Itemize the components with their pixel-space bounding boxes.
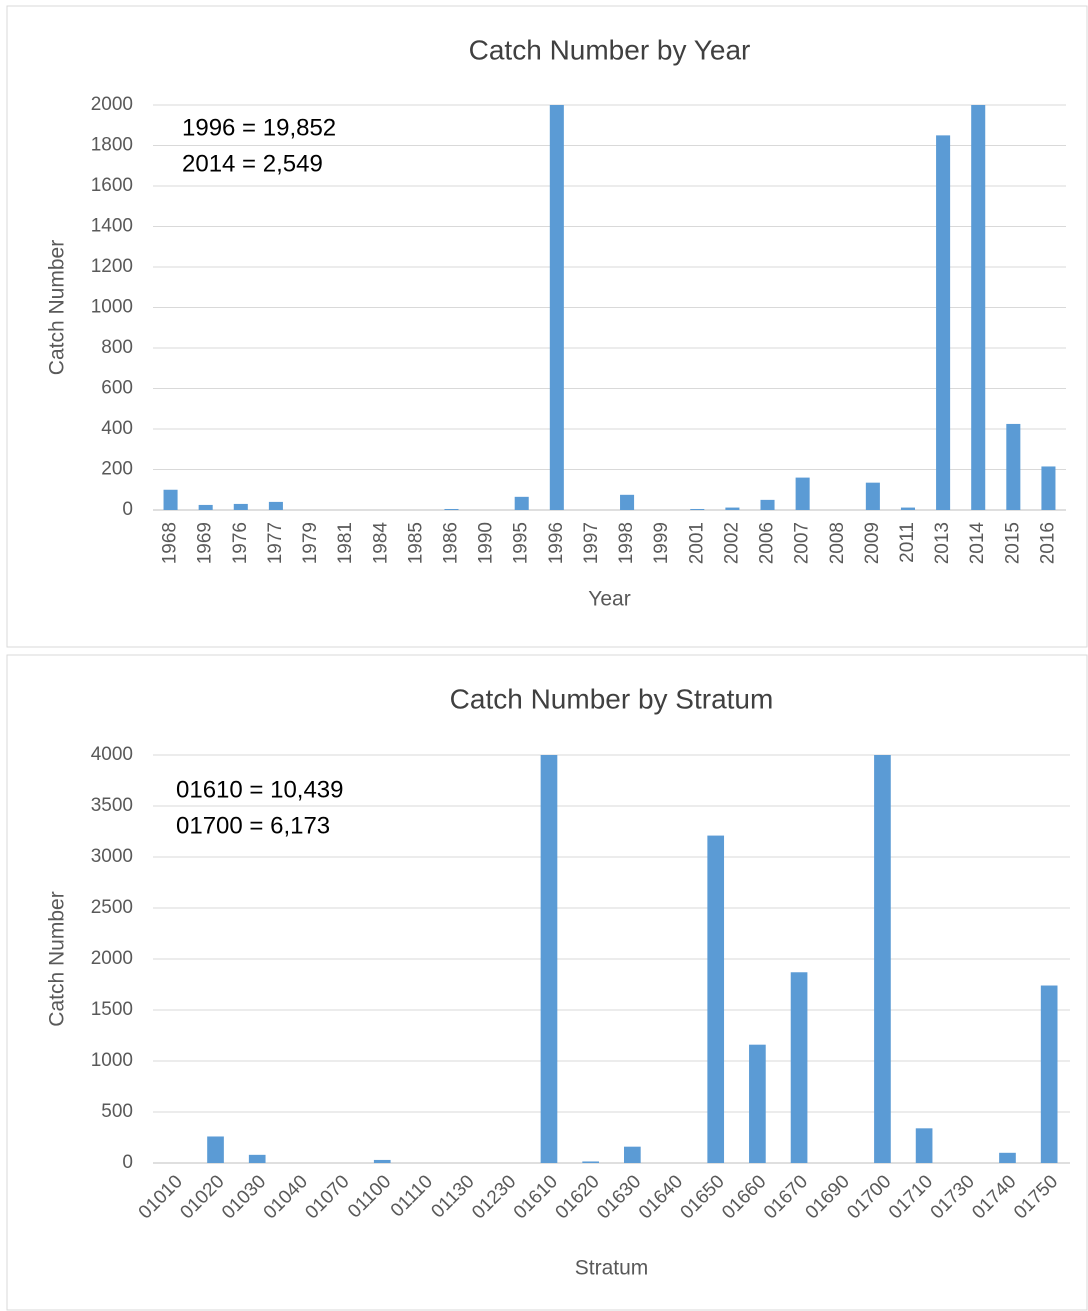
y-tick-label: 0 [122,499,133,520]
x-tick-label: 1969 [195,522,216,564]
x-tick-label: 2002 [721,522,742,564]
y-tick-label: 1000 [91,297,133,318]
annotation: 01610 = 10,439 [176,776,344,803]
plot-area [207,755,1058,1163]
bar [373,1159,391,1163]
y-tick-label: 500 [101,1101,133,1122]
x-axis-title: Year [588,588,630,611]
x-tick-label: 1976 [230,522,251,564]
x-tick-label: 2015 [1002,522,1023,564]
x-tick-label: 1986 [440,522,461,564]
y-tick-label: 3500 [91,795,133,816]
y-tick-label: 1200 [91,256,133,277]
x-tick-label: 1996 [546,522,567,564]
bar [549,105,564,510]
bar [915,1128,933,1163]
bar [725,507,740,510]
x-tick-label: 2009 [862,522,883,564]
y-axis-title: Catch Number [46,240,69,375]
bar [268,501,283,510]
bar [790,972,808,1163]
bar [900,507,916,510]
annotation: 01700 = 6,173 [176,812,330,839]
bar [1006,423,1021,510]
x-tick-label: 1990 [476,522,497,564]
y-tick-label: 2000 [91,94,133,115]
bar [874,755,891,1163]
y-axis-title: Catch Number [46,891,69,1026]
bar [620,494,635,510]
x-tick-label: 1999 [651,522,672,564]
chart-title: Catch Number by Stratum [450,683,774,714]
x-tick-label: 2016 [1037,522,1058,564]
bar [624,1146,641,1163]
bar [582,1161,599,1163]
bar [971,105,986,510]
x-tick-label: 1968 [160,522,181,564]
x-axis-title: Stratum [575,1257,649,1280]
bar [444,508,459,510]
x-tick-label: 1979 [300,522,321,564]
bar [514,496,529,510]
bar [795,477,810,510]
bar [1040,985,1058,1163]
y-tick-label: 2500 [91,897,133,918]
bar [233,503,248,510]
x-tick-label: 2011 [897,522,918,563]
y-tick-label: 0 [122,1152,133,1173]
x-tick-label: 1997 [581,522,602,564]
x-tick-label: 1984 [370,522,391,565]
bar [999,1152,1016,1163]
bar [540,755,558,1163]
bar [865,482,880,510]
chart-frame [6,5,1088,648]
y-tick-label: 4000 [91,744,133,765]
y-tick-label: 200 [101,459,133,480]
x-tick-label: 1977 [265,522,286,564]
chart-title: Catch Number by Year [469,34,751,65]
y-tick-label: 3000 [91,846,133,867]
y-tick-label: 600 [101,378,133,399]
bar [749,1044,766,1163]
y-tick-label: 2000 [91,948,133,969]
bar [1041,466,1056,510]
annotation: 1996 = 19,852 [182,114,336,141]
x-tick-label: 2013 [932,522,953,564]
x-tick-label: 2006 [757,522,778,564]
x-tick-label: 2001 [686,522,707,564]
plot-area [163,105,1056,510]
annotation: 2014 = 2,549 [182,150,323,177]
bar [163,489,178,510]
bar [936,135,951,510]
bar [707,835,725,1163]
y-tick-label: 1400 [91,216,133,237]
x-tick-label: 2014 [967,522,988,565]
bar [207,1136,224,1163]
y-tick-label: 1500 [91,999,133,1020]
bar [248,1154,266,1163]
x-tick-label: 1985 [405,522,426,564]
bar [198,504,213,510]
y-tick-label: 1600 [91,175,133,196]
y-tick-label: 1800 [91,135,133,156]
x-tick-label: 1995 [511,522,532,564]
x-tick-label: 1981 [335,522,356,564]
y-tick-label: 400 [101,418,133,439]
y-tick-label: 800 [101,337,133,358]
x-tick-label: 1998 [616,522,637,564]
x-tick-label: 2007 [792,522,813,564]
bar [690,508,705,510]
bar [760,499,775,510]
x-tick-label: 2008 [827,522,848,564]
y-tick-label: 1000 [91,1050,133,1071]
